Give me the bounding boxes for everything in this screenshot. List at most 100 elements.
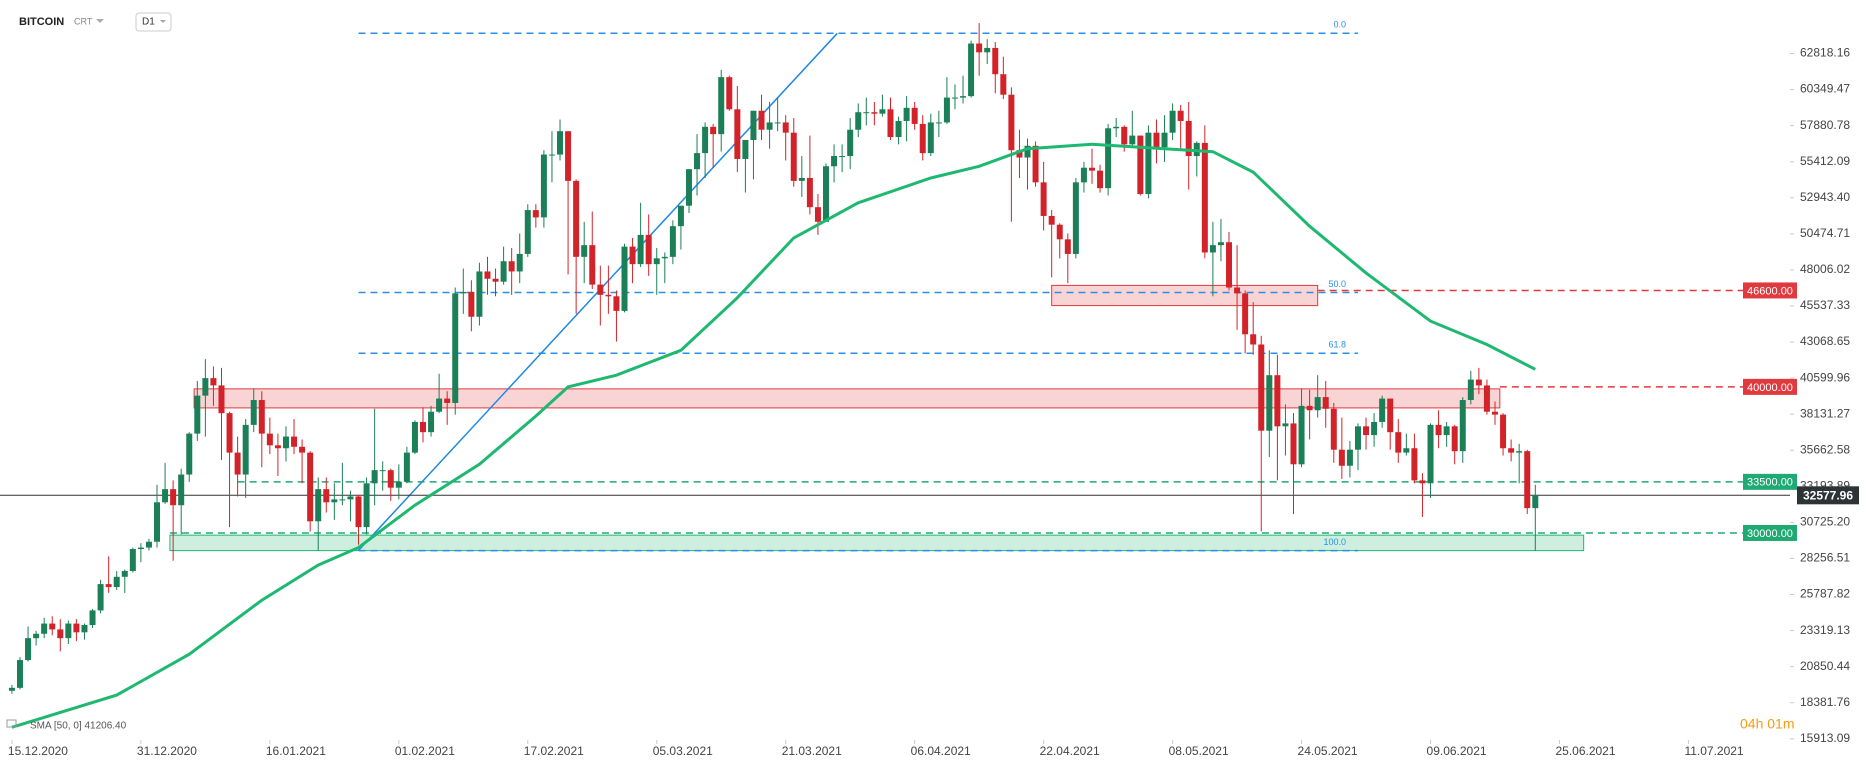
candle-body xyxy=(605,294,612,297)
price-level-label: 46600.00 xyxy=(1747,285,1793,297)
candle-body xyxy=(992,47,999,75)
candle-body xyxy=(1016,150,1023,158)
candle-body xyxy=(291,436,298,447)
candle-body xyxy=(1274,375,1281,427)
y-tick-label: 23319.13 xyxy=(1800,623,1850,637)
candle-body xyxy=(1217,242,1224,246)
candle-body xyxy=(1121,126,1128,145)
candle-body xyxy=(1209,245,1216,253)
candle-body xyxy=(1266,375,1273,431)
candle-body xyxy=(968,43,975,97)
price-level-box xyxy=(1743,473,1797,490)
candle-body xyxy=(677,205,684,227)
candle-body xyxy=(887,109,894,138)
y-tick-label: 18381.76 xyxy=(1800,695,1850,709)
candle-body xyxy=(1032,145,1039,183)
candle-body xyxy=(323,489,330,503)
y-tick-label: 62818.16 xyxy=(1800,46,1850,60)
candle-body xyxy=(299,446,306,453)
candle-body xyxy=(806,177,813,208)
candle-body xyxy=(419,421,426,433)
candle-body xyxy=(814,207,821,222)
candle-body xyxy=(1516,451,1523,453)
candle-body xyxy=(750,110,757,140)
x-tick-label: 09.06.2021 xyxy=(1427,744,1487,758)
candle-body xyxy=(1387,398,1394,433)
candle-body xyxy=(444,398,451,403)
candle-body xyxy=(476,271,483,317)
candle-body xyxy=(1354,426,1361,450)
candle-body xyxy=(250,400,257,425)
interval[interactable]: D1 xyxy=(142,17,155,28)
symbol[interactable]: BITCOIN xyxy=(19,16,64,28)
candle-body xyxy=(508,261,515,272)
candle-body xyxy=(1298,405,1305,465)
candle-body xyxy=(1153,132,1160,148)
zone xyxy=(169,534,1585,552)
candle-body xyxy=(1137,135,1144,195)
candle-body xyxy=(734,109,741,159)
candle-body xyxy=(1330,408,1337,450)
candle-body xyxy=(1080,167,1087,183)
candle-body xyxy=(145,541,152,548)
candle-body xyxy=(1346,449,1353,466)
candle-body xyxy=(613,296,620,311)
candle-body xyxy=(1129,135,1136,145)
candle-body xyxy=(1395,432,1402,453)
candle-body xyxy=(976,43,983,53)
candle-body xyxy=(468,291,475,317)
candle-body xyxy=(274,445,281,449)
candle-body xyxy=(516,253,523,272)
candle-body xyxy=(371,470,378,484)
y-tick-label: 35662.58 xyxy=(1800,442,1850,456)
candle-body xyxy=(540,154,547,218)
price-level-box xyxy=(1743,524,1797,541)
market-caret[interactable] xyxy=(96,19,104,23)
sma-line xyxy=(11,142,1536,729)
candle-body xyxy=(162,489,169,503)
y-tick-label: 38131.27 xyxy=(1800,406,1850,420)
candle-body xyxy=(266,433,273,446)
interval-caret xyxy=(160,20,166,23)
x-tick-label: 25.06.2021 xyxy=(1555,744,1615,758)
candle-body xyxy=(548,154,555,156)
candle-body xyxy=(1467,379,1474,401)
candle-body xyxy=(637,234,644,265)
fib-label: 0.0 xyxy=(1333,20,1346,30)
x-tick-label: 15.12.2020 xyxy=(8,744,68,758)
y-tick-label: 50474.71 xyxy=(1800,226,1850,240)
candle-body xyxy=(121,570,128,577)
y-tick-label: 15913.09 xyxy=(1800,731,1850,745)
indicator-icon[interactable] xyxy=(6,719,17,728)
candle-body xyxy=(452,293,459,403)
candle-body xyxy=(774,122,781,124)
candle-body xyxy=(831,156,838,167)
candle-body xyxy=(629,246,636,265)
candle-body xyxy=(685,169,692,206)
candle-body xyxy=(951,97,958,99)
candle-body xyxy=(154,502,161,542)
interval-box[interactable] xyxy=(135,12,172,32)
market[interactable]: CRT xyxy=(74,16,93,26)
candle-body xyxy=(1419,480,1426,484)
candle-body xyxy=(984,47,991,53)
candle-body xyxy=(1403,448,1410,453)
candle-body xyxy=(1226,242,1233,288)
candle-body xyxy=(1427,424,1434,484)
candle-body xyxy=(347,496,354,500)
price-level-label: 40000.00 xyxy=(1747,382,1793,394)
candle-body xyxy=(1056,224,1063,240)
candle-body xyxy=(1451,426,1458,452)
candle-body xyxy=(589,245,596,285)
candle-body xyxy=(1258,344,1265,431)
candle-body xyxy=(1443,426,1450,436)
candle-body xyxy=(49,623,56,630)
candle-body xyxy=(355,496,362,528)
y-tick-label: 28256.51 xyxy=(1800,551,1850,565)
candle-body xyxy=(557,131,564,155)
candle-body xyxy=(1524,451,1531,509)
price-level-box xyxy=(1743,378,1797,395)
candle-body xyxy=(1500,414,1507,449)
candle-body xyxy=(1411,448,1418,481)
